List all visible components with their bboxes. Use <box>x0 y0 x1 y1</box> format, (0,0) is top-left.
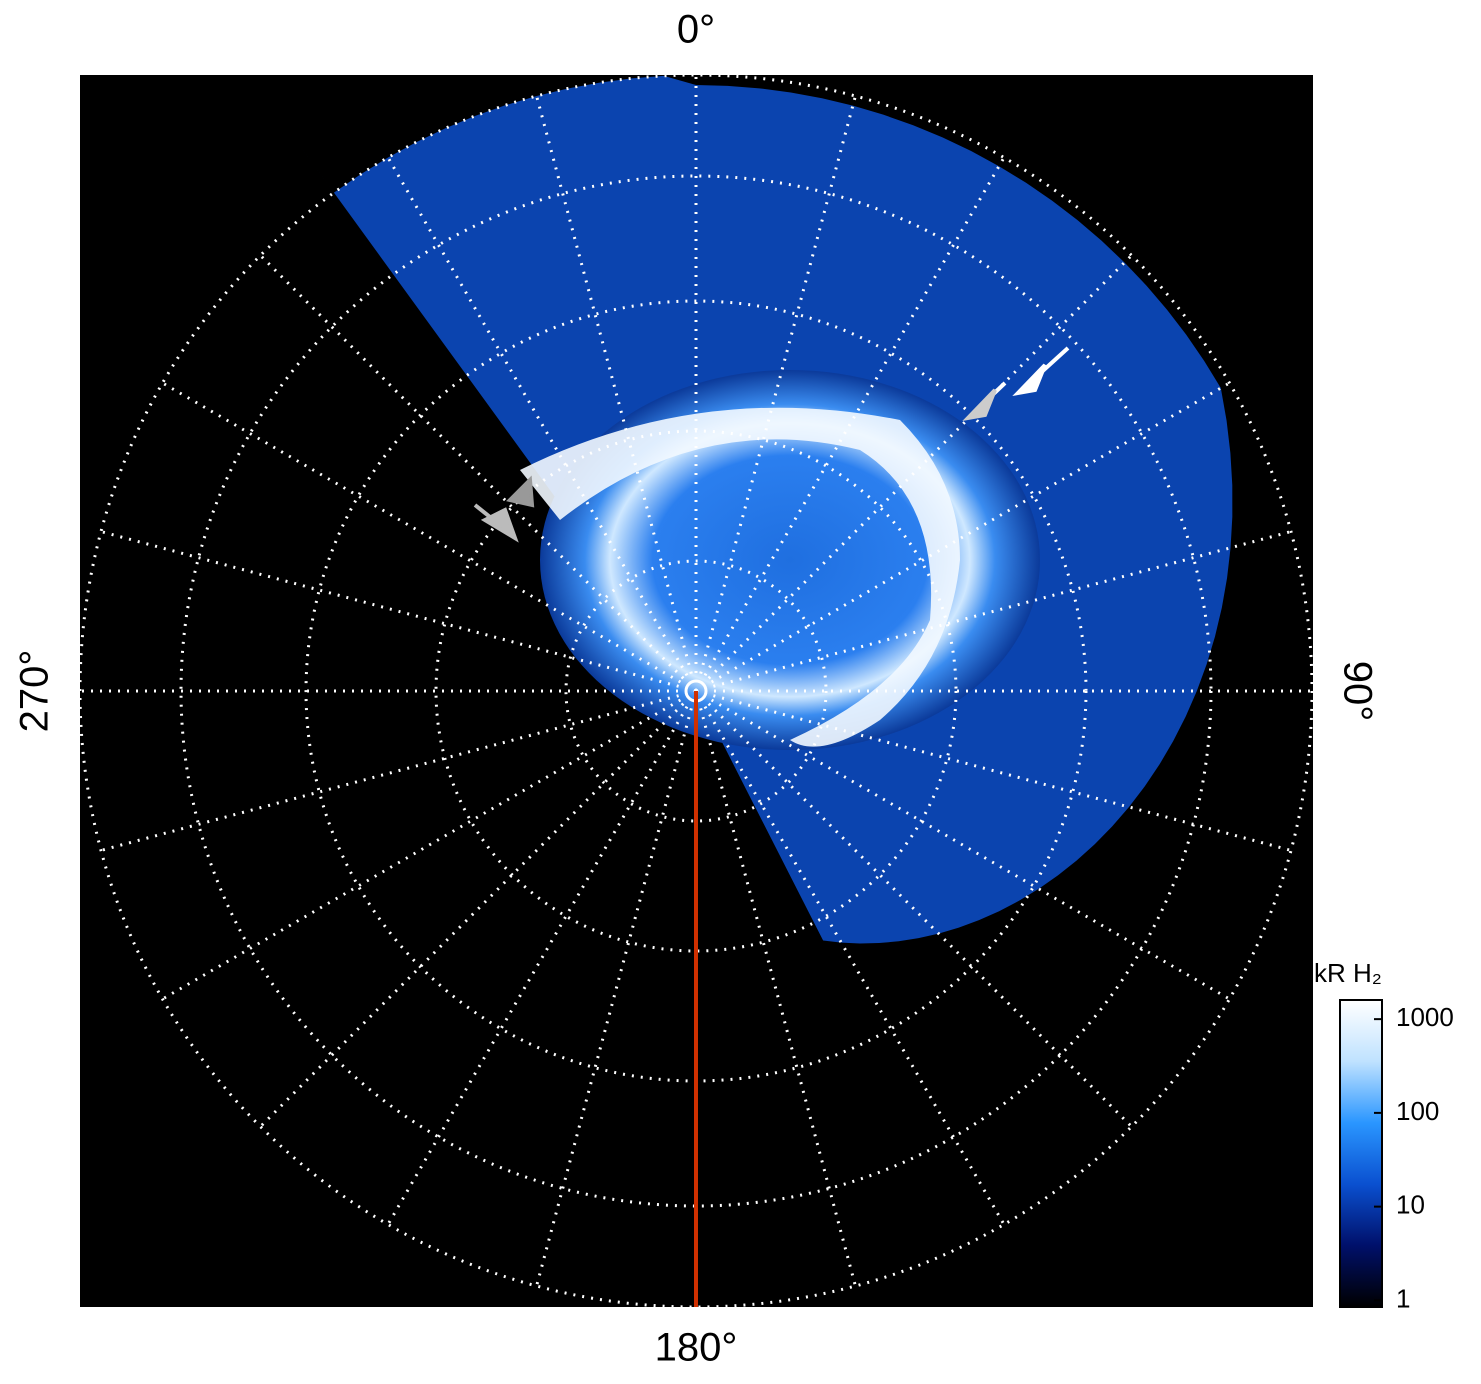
colorbar-fill <box>1339 999 1383 1308</box>
grid-spoke <box>161 381 697 693</box>
grid-spoke <box>259 689 698 1128</box>
arrows <box>473 346 1070 543</box>
angle-label: 270° <box>13 650 57 733</box>
angle-labels: 0° 90° 180° 270° <box>13 8 1380 1370</box>
grid-spoke <box>259 254 698 693</box>
colorbar-tick-label: 100 <box>1396 1096 1439 1126</box>
grid-spoke <box>695 689 1231 1001</box>
grid-spoke <box>161 689 697 1001</box>
grid-spoke <box>694 690 857 1287</box>
grid-spoke <box>386 156 698 692</box>
colorbar-tick-label: 10 <box>1396 1190 1425 1220</box>
grid-spoke <box>694 689 1133 1128</box>
grid-spoke <box>386 690 698 1226</box>
angle-label: 180° <box>655 1326 738 1370</box>
grid-spoke <box>535 690 698 1287</box>
grid-circle <box>564 559 828 823</box>
grid-spoke <box>535 95 698 692</box>
grid-spoke <box>695 689 1292 852</box>
colorbar-title: kR H₂ <box>1314 958 1382 988</box>
angle-label: 0° <box>677 8 715 52</box>
bright-arc <box>520 407 960 747</box>
grid-spoke <box>100 530 697 693</box>
colorbar-tick-label: 1000 <box>1396 1002 1454 1032</box>
grid-spoke <box>695 381 1231 693</box>
colorbar-tick-label: 1 <box>1396 1283 1410 1313</box>
colorbar: kR H₂ 1 10 100 1000 <box>1314 958 1454 1313</box>
grid-circle <box>434 429 958 953</box>
grid-spoke <box>694 254 1133 693</box>
grid-spoke <box>695 530 1292 693</box>
grid-spoke <box>100 689 697 852</box>
grid-spoke <box>694 156 1006 692</box>
grid-spoke <box>694 690 1006 1226</box>
polar-grid <box>78 73 1314 1309</box>
angle-label: 90° <box>1335 661 1379 722</box>
grid-spoke <box>694 95 857 692</box>
grid-circle <box>78 73 1314 1309</box>
